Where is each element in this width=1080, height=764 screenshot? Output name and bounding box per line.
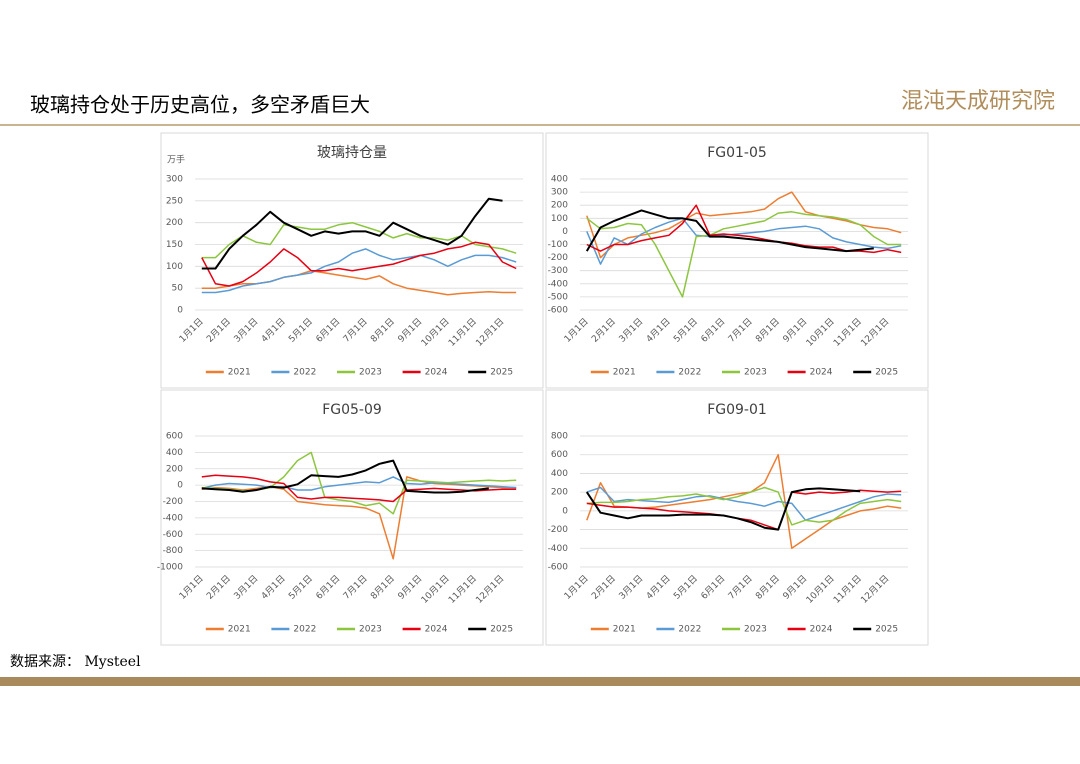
y-tick-label: 400 [551,469,568,479]
chart-title: FG01-05 [707,145,767,161]
y-tick-label: 600 [551,450,568,460]
legend-label: 2024 [425,625,448,635]
y-tick-label: -500 [548,292,569,302]
series-line [201,197,503,270]
y-tick-label: 0 [562,227,568,237]
legend-label: 2024 [425,368,448,378]
y-tick-label: -800 [163,546,184,556]
y-tick-label: 400 [551,175,568,185]
y-tick-label: -400 [548,279,569,289]
y-tick-label: 0 [562,506,568,516]
legend-label: 2023 [744,625,767,635]
legend-label: 2021 [613,625,636,635]
logo: 混沌天成研究院 [901,89,1055,114]
legend-label: 2023 [744,368,767,378]
legend-label: 2021 [228,625,251,635]
legend-label: 2025 [875,368,898,378]
y-tick-label: -100 [548,240,569,250]
y-tick-label: 600 [166,432,183,442]
series-line [201,221,517,259]
series-line [201,476,517,560]
series-line [201,248,517,294]
series-line [586,217,902,265]
y-tick-label: 50 [172,284,184,294]
series-line [201,241,517,287]
panel [160,132,544,389]
y-tick-label: -1000 [157,563,183,573]
y-tick-label: 200 [551,201,568,211]
legend-label: 2021 [613,368,636,378]
series-line [586,486,902,526]
chart-title: FG09-01 [707,402,767,418]
y-tick-label: 300 [166,175,183,185]
y-tick-label: 800 [551,432,568,442]
legend-label: 2025 [490,368,513,378]
y-tick-label: -200 [548,525,569,535]
legend-label: 2025 [875,625,898,635]
y-tick-label: -400 [163,513,184,523]
y-tick-label: 150 [166,240,183,250]
legend-label: 2024 [810,368,833,378]
chart-title: 玻璃持仓量 [317,144,387,161]
chart-title: FG05-09 [322,402,382,418]
legend-label: 2021 [228,368,251,378]
y-tick-label: -200 [163,497,184,507]
series-line [585,487,861,531]
y-tick-label: 100 [551,214,568,224]
slide-title: 玻璃持仓处于历史高位，多空矛盾巨大 [30,93,370,117]
y-tick-label: 200 [166,464,183,474]
legend-label: 2024 [810,625,833,635]
legend-label: 2022 [293,625,316,635]
series-line [201,474,517,503]
y-tick-label: -600 [548,563,569,573]
y-tick-label: 0 [177,306,183,316]
legend-label: 2022 [678,625,701,635]
legend-label: 2023 [359,625,382,635]
y-tick-label: -600 [163,530,184,540]
panel [545,132,929,389]
legend-label: 2023 [359,368,382,378]
y-tick-label: -200 [548,253,569,263]
y-tick-label: 200 [166,218,183,228]
source: 数据来源： Mysteel [10,654,141,670]
y-tick-label: -600 [548,306,569,316]
series-line [201,476,517,491]
y-tick-label: -400 [548,544,569,554]
series-line [585,209,874,253]
y-tick-label: 0 [177,481,183,491]
legend-label: 2022 [678,368,701,378]
footer-bar [0,677,1080,686]
y-tick-label: 100 [166,262,183,272]
y-tick-label: 400 [166,448,183,458]
series-line [201,459,489,494]
series-line [586,211,902,298]
legend-label: 2022 [293,368,316,378]
legend-label: 2025 [490,625,513,635]
y-tick-label: 300 [551,188,568,198]
y-axis-label: 万手 [167,154,185,166]
y-tick-label: 200 [551,488,568,498]
y-tick-label: 250 [166,196,183,206]
y-tick-label: -300 [548,266,569,276]
